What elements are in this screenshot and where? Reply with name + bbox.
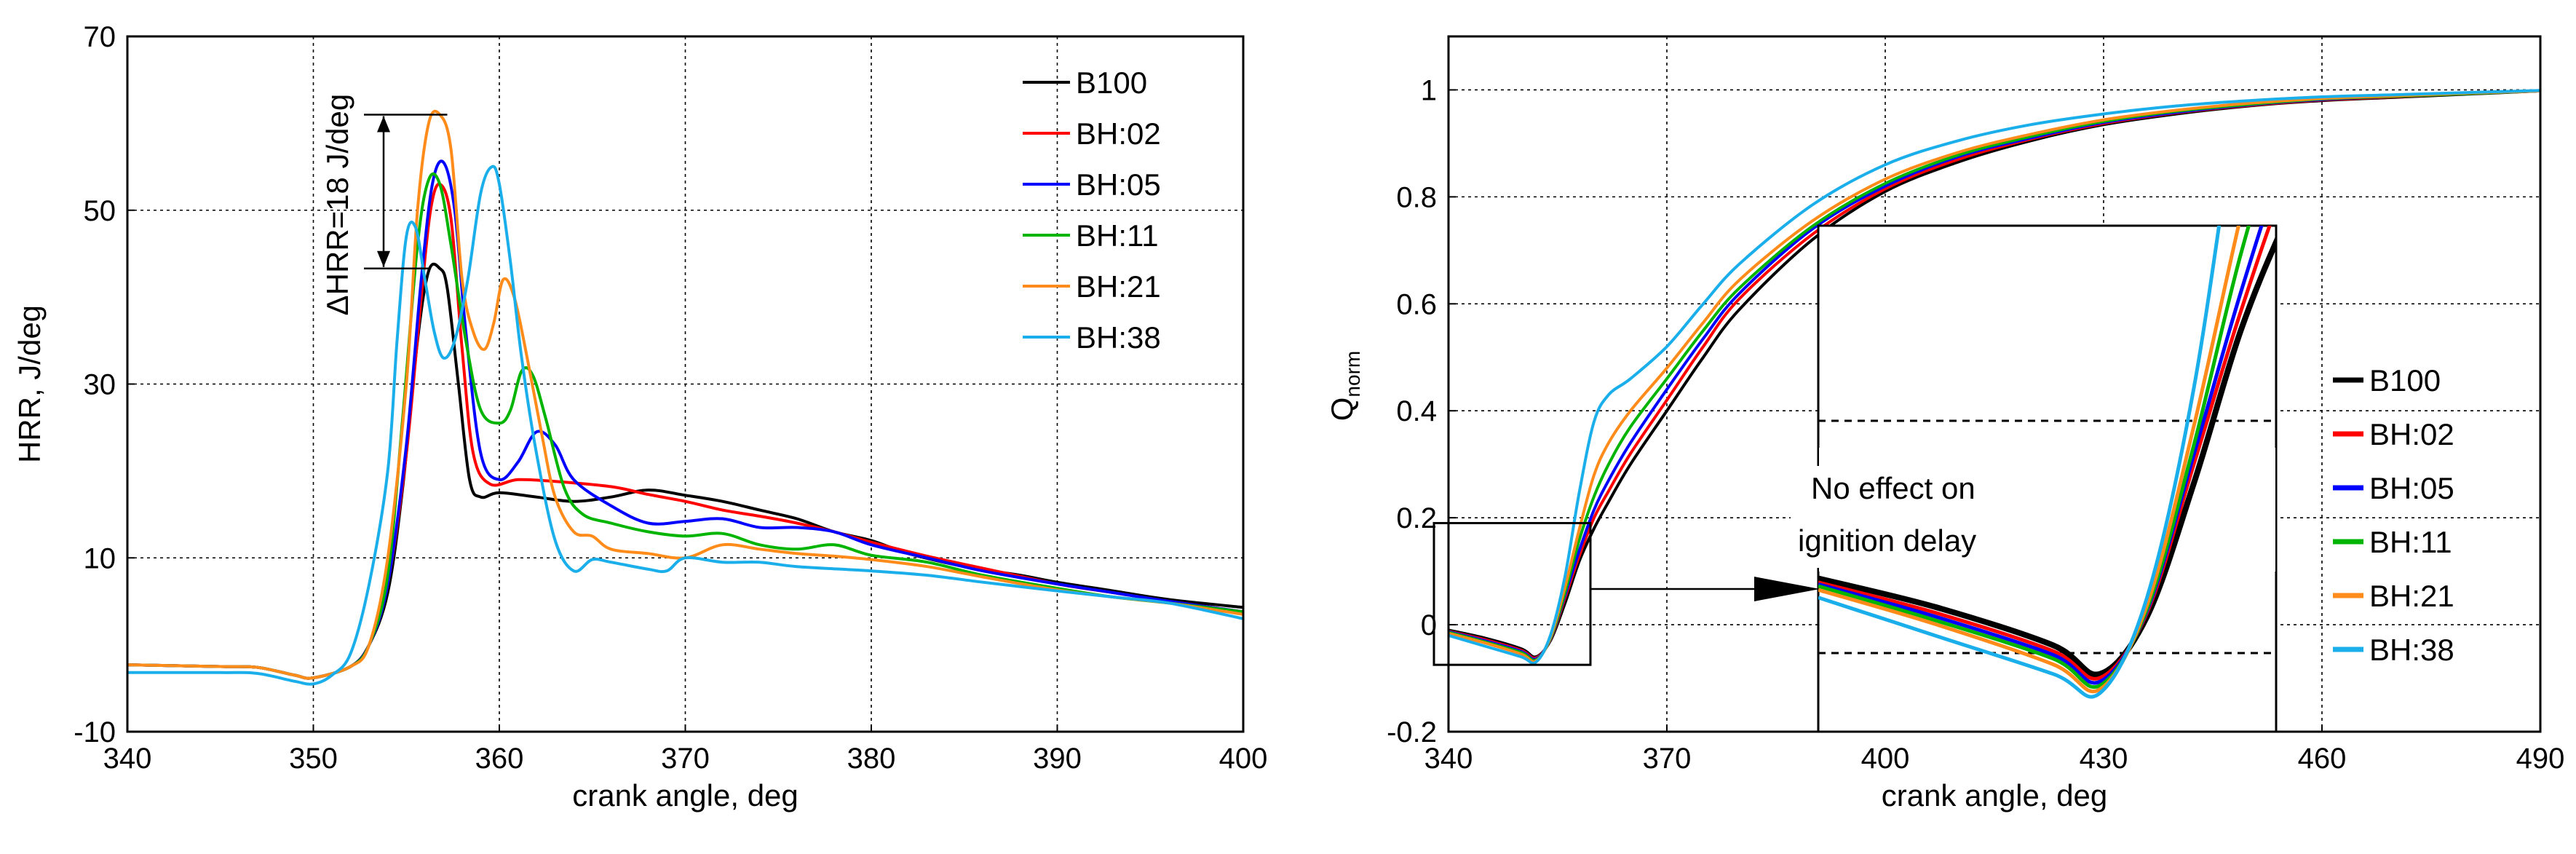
inset-annotation-bg [1791,466,1820,568]
hrr-ticks: 340 350 360 370 380 390 400 -10 10 30 50 70 [74,21,1267,775]
p1-xtick-label: 400 [1219,743,1268,775]
p1-xtick-label: 360 [475,743,524,775]
inset-series-bh-11 [1818,226,2251,689]
p2-ytick-label: 0.8 [1396,181,1437,213]
hrr-x-axis-label: crank angle, deg [572,778,798,813]
zoom-region-box [1432,522,1592,666]
inset-annotation-line2: ignition delay [1798,523,1976,558]
p1-legend-label-bh-38: BH:38 [1076,320,1161,355]
p2-xtick-label: 430 [2080,743,2128,775]
p1-xtick-label: 390 [1033,743,1082,775]
delta-hrr-arrowhead-bottom [377,250,390,267]
hrr-chart: 340 350 360 370 380 390 400 -10 10 30 50 70 crank a… [12,21,1267,813]
p2-legend-label-bh-21: BH:21 [2369,579,2454,613]
p1-xtick-label: 380 [847,743,896,775]
p2-xtick-label: 370 [1643,743,1692,775]
p1-xtick-label: 350 [289,743,338,775]
p1-ytick-label: 10 [84,542,116,574]
qnorm-legend: B100 BH:02 BH:05 BH:11 BH:21 BH:38 [2333,363,2454,667]
qnorm-chart: 340 370 400 430 460 490 -0.2 0 0.2 0.4 0.6 0.8 1 cra… [1325,35,2564,813]
p1-legend-label-b100: B100 [1076,66,1147,100]
p2-legend-label-b100: B100 [2369,363,2441,398]
qnorm-series-group [1448,89,2541,665]
qnorm-y-axis-label: Qnorm [1325,351,1364,421]
inset-annotation-line1: No effect on [1811,471,1975,505]
p1-ytick-label: -10 [74,716,116,748]
p1-legend-label-bh-05: BH:05 [1076,167,1161,202]
inset-series-group [1818,226,2276,699]
p2-xtick-label: 400 [1861,743,1910,775]
delta-hrr-arrowhead-top [377,116,390,133]
p1-legend-label-bh-11: BH:11 [1076,218,1159,253]
zoom-arrow [1590,577,1820,601]
p2-ytick-label: 0.4 [1396,395,1437,427]
p1-series-bh-21 [127,109,1244,680]
p2-ytick-label: 1 [1421,74,1437,106]
delta-hrr-label: ΔHRR=18 J/deg [320,94,354,316]
hrr-y-axis-label: HRR, J/deg [12,305,47,463]
hrr-legend: B100 BH:02 BH:05 BH:11 BH:21 BH:38 [1023,66,1161,355]
qnorm-x-axis-label: crank angle, deg [1882,778,2108,813]
qnorm-ticks: 340 370 400 430 460 490 -0.2 0 0.2 0.4 0.6 0.8 1 [1387,74,2564,775]
p2-legend-label-bh-11: BH:11 [2369,525,2452,559]
p2-series-bh-38 [1448,89,2541,665]
delta-hrr-annotation: ΔHRR=18 J/deg [320,94,448,316]
qnorm-y-axis-label-subscript: norm [1341,351,1364,398]
p1-xtick-label: 340 [103,743,152,775]
p1-ytick-label: 50 [84,195,116,227]
inset-series-b100 [1818,234,2276,678]
p1-series-bh-38 [127,165,1244,686]
hrr-series-group [127,109,1244,686]
p2-legend-label-bh-38: BH:38 [2369,633,2454,667]
p1-xtick-label: 370 [661,743,710,775]
p2-xtick-label: 490 [2516,743,2565,775]
inset-series-bh-21 [1818,226,2240,694]
p2-legend-label-bh-05: BH:05 [2369,471,2454,505]
p2-legend-label-bh-02: BH:02 [2369,417,2454,451]
p2-ytick-label: -0.2 [1387,716,1437,748]
p1-legend-label-bh-02: BH:02 [1076,116,1161,151]
inset-zoom: No effect on ignition delay [1791,224,2278,733]
p2-xtick-label: 340 [1424,743,1473,775]
p2-ytick-label: 0.2 [1396,502,1437,534]
p1-ytick-label: 30 [84,369,116,401]
inset-series-bh-38 [1818,226,2222,699]
p2-ytick-label: 0 [1421,609,1437,641]
inset-series-bh-02 [1818,226,2272,681]
p2-ytick-label: 0.6 [1396,288,1437,320]
p1-legend-label-bh-21: BH:21 [1076,269,1161,304]
zoom-arrowhead [1754,577,1820,601]
p2-xtick-label: 460 [2298,743,2347,775]
qnorm-y-axis-label-main: Q [1325,398,1359,422]
p1-ytick-label: 70 [84,21,116,53]
